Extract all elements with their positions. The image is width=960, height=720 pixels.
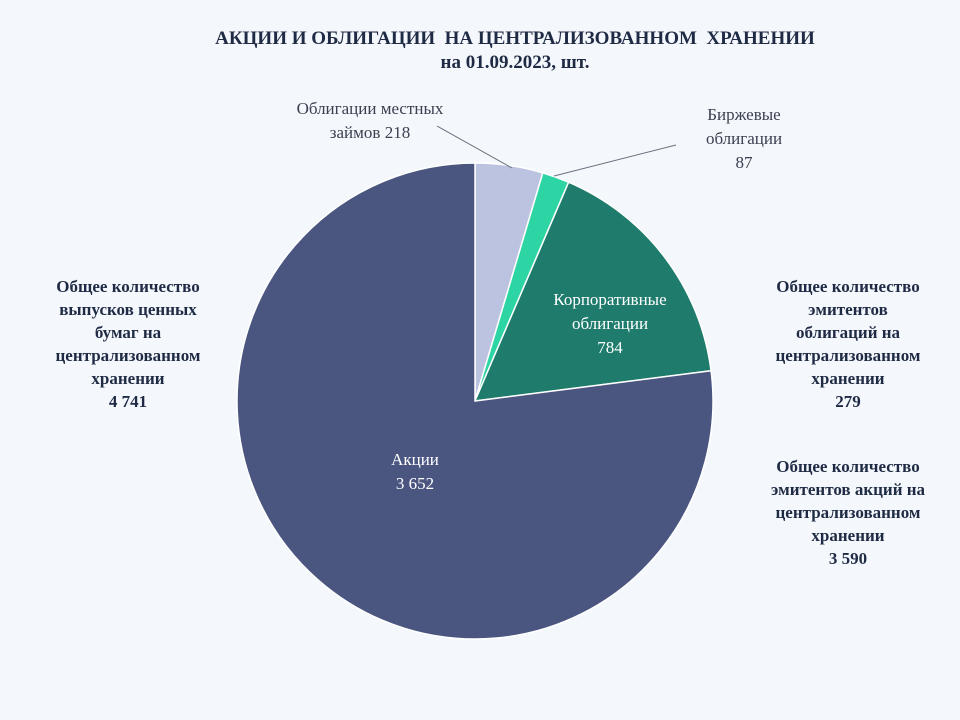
- slice-label-local-line-2: займов 218: [329, 123, 411, 142]
- pie-slices: [236, 162, 714, 640]
- slice-label-shares: Акции 3 652: [355, 448, 475, 496]
- note-total-issues-value: 4 741: [108, 392, 148, 411]
- slice-label-exchange-value: 87: [735, 153, 753, 172]
- note-bond-issuers-line-4: централизованном: [775, 346, 921, 365]
- slice-label-exchange-line-1: Биржевые: [707, 105, 781, 124]
- slice-label-exchange-bonds: Биржевые облигации 87: [684, 103, 804, 175]
- note-total-issues: Общее количество выпусков ценных бумаг н…: [28, 275, 228, 413]
- chart-title: АКЦИИ И ОБЛИГАЦИИ НА ЦЕНТРАЛИЗОВАННОМ ХР…: [215, 28, 815, 49]
- note-share-issuers-line-2: эмитентов акций на: [770, 480, 926, 499]
- pie-slice-2: [473, 181, 712, 402]
- note-share-issuers: Общее количество эмитентов акций на цент…: [748, 455, 948, 570]
- note-bond-issuers: Общее количество эмитентов облигаций на …: [748, 275, 948, 413]
- note-total-issues-line-1: Общее количество: [56, 277, 200, 296]
- slice-label-corporate-line-2: облигации: [571, 314, 649, 333]
- note-total-issues-line-4: централизованном: [55, 346, 201, 365]
- slice-label-shares-value: 3 652: [395, 474, 435, 493]
- slice-label-local-bonds: Облигации местных займов 218: [284, 97, 456, 145]
- slice-label-shares-line-1: Акции: [391, 450, 439, 469]
- note-total-issues-line-5: хранении: [91, 369, 165, 388]
- note-share-issuers-line-1: Общее количество: [776, 457, 920, 476]
- note-total-issues-line-2: выпусков ценных: [59, 300, 197, 319]
- note-bond-issuers-line-3: облигаций на: [795, 323, 901, 342]
- note-bond-issuers-line-2: эмитентов: [808, 300, 888, 319]
- slice-label-exchange-line-2: облигации: [705, 129, 783, 148]
- leader-line-local: [436, 125, 513, 169]
- note-bond-issuers-line-1: Общее количество: [776, 277, 920, 296]
- chart-subtitle: на 01.09.2023, шт.: [440, 52, 590, 73]
- note-share-issuers-line-4: хранении: [811, 526, 885, 545]
- note-total-issues-line-3: бумаг на: [94, 323, 162, 342]
- note-share-issuers-value: 3 590: [828, 549, 868, 568]
- pie-slice-3: [236, 162, 714, 640]
- slice-label-local-line-1: Облигации местных: [296, 99, 444, 118]
- note-bond-issuers-value: 279: [835, 392, 861, 411]
- slice-label-corporate-bonds: Корпоративные облигации 784: [525, 288, 695, 360]
- slice-label-corporate-value: 784: [597, 338, 623, 357]
- note-share-issuers-line-3: централизованном: [775, 503, 921, 522]
- note-bond-issuers-line-5: хранении: [811, 369, 885, 388]
- slice-label-corporate-line-1: Корпоративные: [553, 290, 667, 309]
- leader-line-exchange: [553, 144, 677, 177]
